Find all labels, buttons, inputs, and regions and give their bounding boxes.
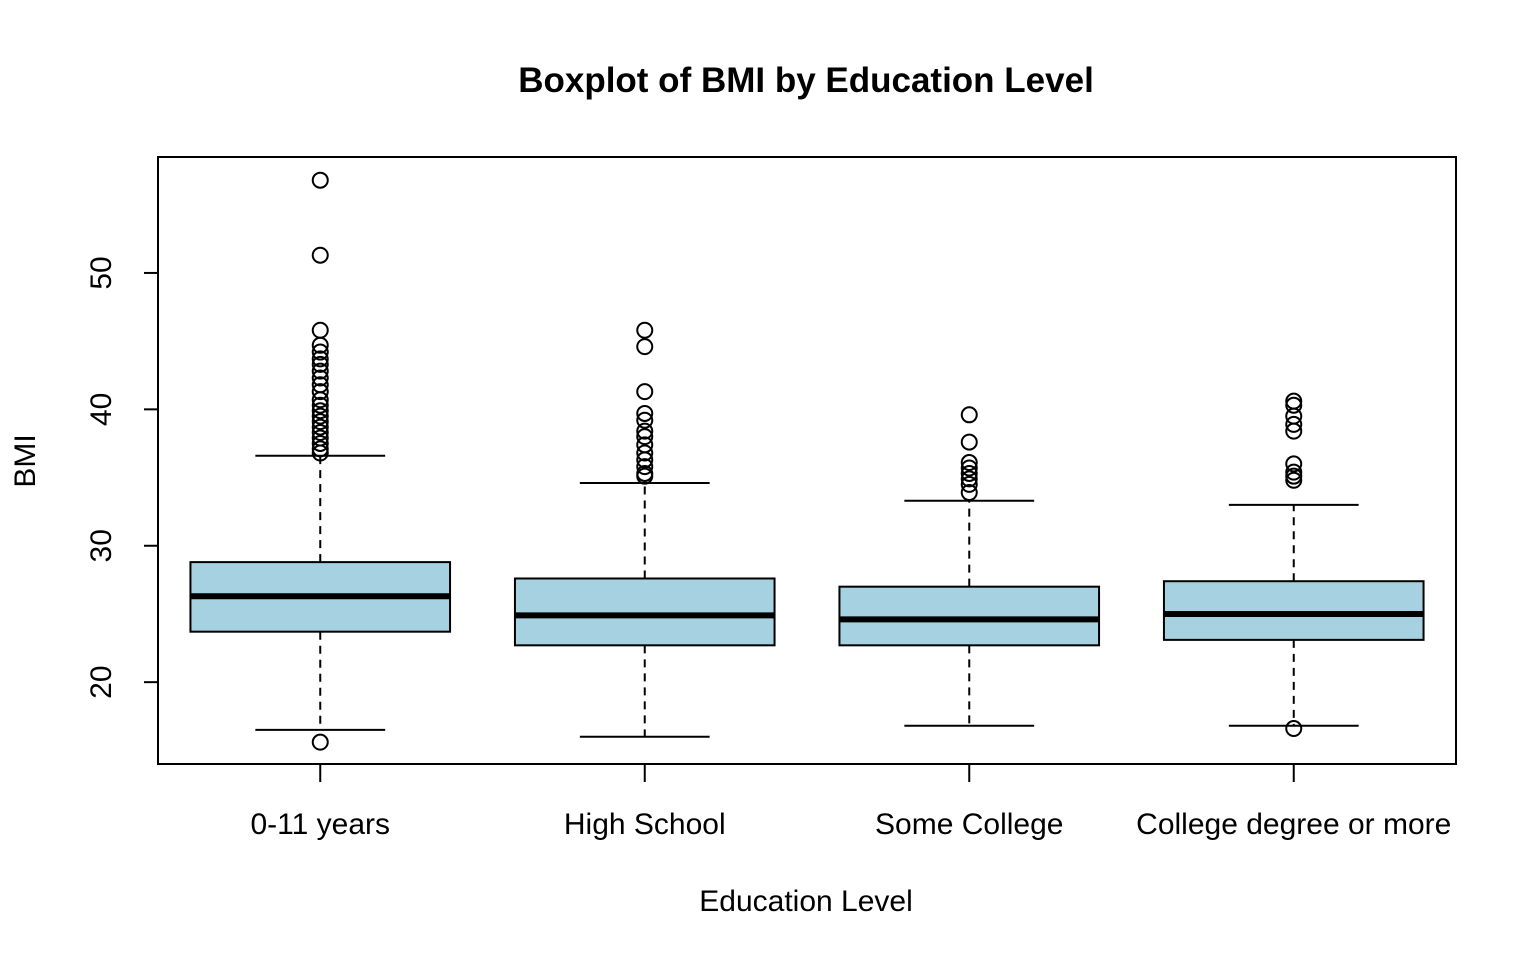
outlier-point <box>311 350 329 368</box>
y-axis-title: BMI <box>9 434 42 487</box>
x-axis-title: Education Level <box>699 885 913 918</box>
outlier-point <box>1285 455 1303 473</box>
outlier-point <box>311 396 329 414</box>
iqr-box <box>1162 580 1425 641</box>
outlier-point <box>1285 463 1303 481</box>
iqr-box <box>838 585 1101 647</box>
x-axis: 0-11 years High School Some College College… <box>250 764 1451 841</box>
outlier-point <box>960 484 978 502</box>
outlier-point <box>636 338 654 356</box>
outlier-point <box>311 246 329 264</box>
outlier-point <box>960 475 978 493</box>
outlier-point <box>960 433 978 451</box>
outlier-point <box>636 458 654 476</box>
outlier-point <box>636 383 654 401</box>
outlier-point <box>311 369 329 387</box>
box-group-3 <box>1162 392 1425 738</box>
outlier-point <box>636 444 654 462</box>
outlier-point <box>311 383 329 401</box>
y-tick-label: 20 <box>85 665 118 698</box>
outlier-point <box>960 470 978 488</box>
outlier-point <box>311 171 329 189</box>
box-group-2 <box>838 406 1101 727</box>
chart-title: Boxplot of BMI by Education Level <box>518 61 1094 100</box>
outlier-point <box>311 321 329 339</box>
outlier-point <box>1285 720 1303 738</box>
outlier-point <box>311 733 329 751</box>
outlier-point <box>311 402 329 420</box>
x-tick-label: 0-11 years <box>250 808 390 841</box>
outlier-point <box>311 407 329 425</box>
outlier-point <box>636 451 654 469</box>
box-group-0 <box>189 171 452 751</box>
y-tick-label: 50 <box>85 256 118 289</box>
y-tick-label: 30 <box>85 529 118 562</box>
x-tick-label: Some College <box>875 808 1063 841</box>
outlier-point <box>311 413 329 431</box>
outlier-point <box>636 321 654 339</box>
outlier-point <box>636 422 654 440</box>
outlier-point <box>311 418 329 436</box>
boxes-layer <box>189 171 1425 751</box>
x-tick-label: High School <box>564 808 726 841</box>
y-axis: 20 30 40 50 <box>85 256 158 699</box>
iqr-box <box>513 577 776 647</box>
outlier-point <box>1285 467 1303 485</box>
outlier-point <box>960 459 978 477</box>
outlier-point <box>960 464 978 482</box>
box-group-1 <box>513 321 776 738</box>
outlier-point <box>311 362 329 380</box>
outlier-point <box>636 404 654 422</box>
outlier-point <box>636 428 654 446</box>
outlier-point <box>311 391 329 409</box>
outlier-point <box>636 411 654 429</box>
outlier-point <box>311 355 329 373</box>
outlier-point <box>636 467 654 485</box>
outlier-point <box>1285 396 1303 414</box>
outlier-point <box>311 440 329 458</box>
outlier-point <box>311 424 329 442</box>
outlier-point <box>311 444 329 462</box>
outlier-point <box>1285 471 1303 489</box>
outlier-point <box>311 343 329 361</box>
outlier-point <box>960 406 978 424</box>
y-tick-label: 40 <box>85 393 118 426</box>
outlier-point <box>1285 415 1303 433</box>
outlier-point <box>311 434 329 452</box>
outlier-point <box>960 454 978 472</box>
outlier-point <box>1285 422 1303 440</box>
outlier-point <box>311 336 329 354</box>
plot-frame <box>157 156 1457 765</box>
x-tick-label: College degree or more <box>1136 808 1451 841</box>
